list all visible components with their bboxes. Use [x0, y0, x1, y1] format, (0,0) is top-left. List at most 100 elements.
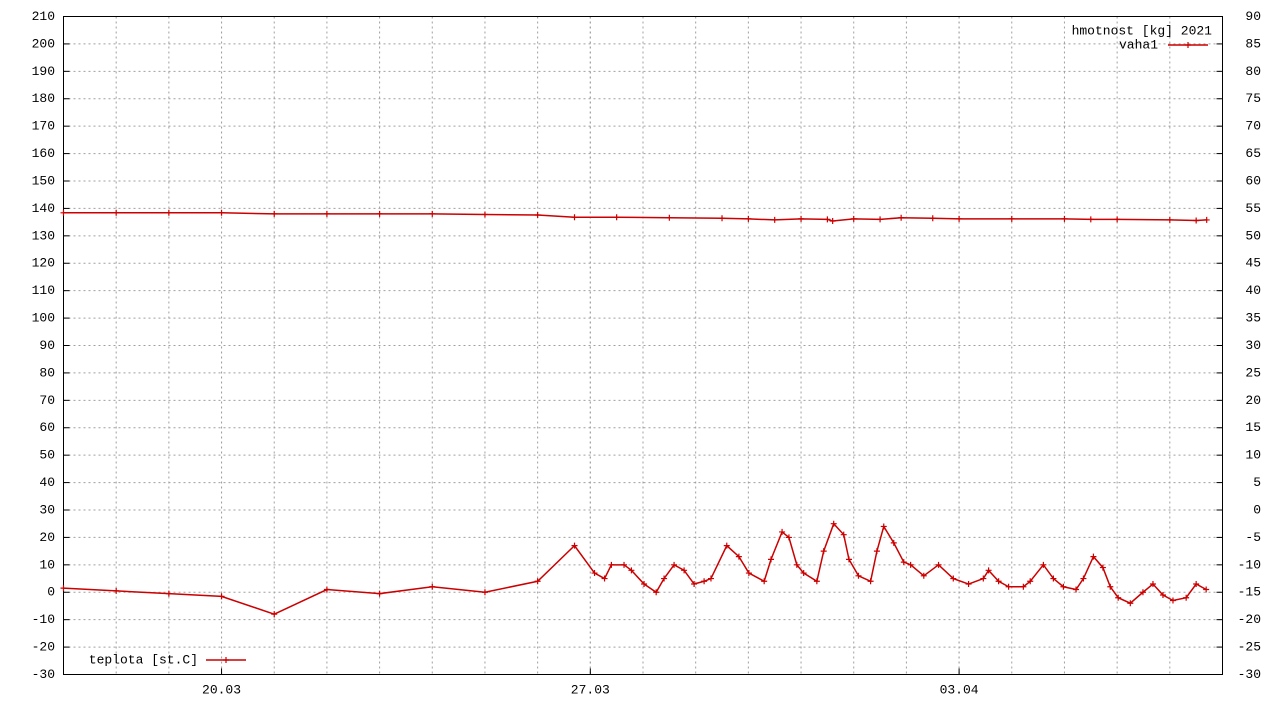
point — [60, 585, 67, 592]
y-tick-label: 150 — [32, 173, 55, 188]
point — [745, 570, 752, 577]
point — [671, 561, 678, 568]
point — [591, 570, 598, 577]
point — [628, 567, 635, 574]
point — [1193, 581, 1200, 588]
y2-tick-label: 80 — [1245, 64, 1261, 79]
point — [1193, 217, 1200, 224]
point — [867, 578, 874, 585]
point — [1127, 600, 1134, 607]
point — [779, 528, 786, 535]
point — [1107, 583, 1114, 590]
point — [1114, 216, 1121, 223]
point — [745, 215, 752, 222]
y2-tick-label: 25 — [1245, 365, 1261, 380]
point — [113, 209, 120, 216]
y2-tick-label: 40 — [1245, 283, 1261, 298]
point — [965, 581, 972, 588]
point — [376, 210, 383, 217]
point — [873, 548, 880, 555]
point — [1005, 583, 1012, 590]
point — [890, 539, 897, 546]
point — [1080, 575, 1087, 582]
point — [1099, 564, 1106, 571]
y-tick-label: 30 — [39, 502, 55, 517]
point — [1020, 583, 1027, 590]
point — [641, 581, 648, 588]
point — [761, 578, 768, 585]
point — [830, 520, 837, 527]
point — [1203, 586, 1210, 593]
point — [165, 590, 172, 597]
point — [701, 578, 708, 585]
y2-tick-label: 10 — [1245, 448, 1261, 463]
y-tick-label: 70 — [39, 393, 55, 408]
y-tick-label: -10 — [32, 612, 55, 627]
y-tick-label: 190 — [32, 64, 55, 79]
point — [661, 575, 668, 582]
point — [768, 556, 775, 563]
y-tick-label: 40 — [39, 475, 55, 490]
y-tick-label: 140 — [32, 201, 55, 216]
y2-tick-label: 35 — [1245, 311, 1261, 326]
point — [785, 534, 792, 541]
y2-tick-label: 60 — [1245, 173, 1261, 188]
y-tick-label: 160 — [32, 146, 55, 161]
point — [218, 593, 225, 600]
y-tick-label: 80 — [39, 365, 55, 380]
point — [920, 572, 927, 579]
y-tick-label: 210 — [32, 9, 55, 24]
point — [218, 209, 225, 216]
x-tick-label: 20.03 — [202, 682, 241, 697]
point — [840, 531, 847, 538]
y-tick-label: 120 — [32, 256, 55, 271]
point — [1087, 216, 1094, 223]
point — [1159, 591, 1166, 598]
y-tick-label: 50 — [39, 448, 55, 463]
point — [429, 583, 436, 590]
point — [571, 214, 578, 221]
point — [613, 214, 620, 221]
point — [323, 210, 330, 217]
legend-label: teplota [st.C] — [89, 652, 198, 667]
y2-tick-label: 5 — [1253, 475, 1261, 490]
point — [723, 542, 730, 549]
point — [1050, 575, 1057, 582]
point — [898, 214, 905, 221]
point — [534, 211, 541, 218]
y-tick-label: 180 — [32, 91, 55, 106]
y2-tick-label: 85 — [1245, 36, 1261, 51]
point — [1027, 578, 1034, 585]
point — [935, 561, 942, 568]
point — [1139, 589, 1146, 596]
point — [481, 589, 488, 596]
y-tick-label: 110 — [32, 283, 55, 298]
y2-tick-label: -30 — [1238, 667, 1261, 682]
legend-marker — [1185, 42, 1191, 48]
point — [608, 561, 615, 568]
point — [855, 572, 862, 579]
y2-tick-label: -20 — [1238, 612, 1261, 627]
point — [1166, 216, 1173, 223]
point — [621, 561, 628, 568]
point — [950, 575, 957, 582]
y2-tick-label: 90 — [1245, 9, 1261, 24]
point — [1183, 594, 1190, 601]
point — [980, 575, 987, 582]
point — [165, 209, 172, 216]
legend-title: hmotnost [kg] 2021 — [1072, 23, 1213, 38]
point — [534, 578, 541, 585]
point — [798, 215, 805, 222]
point — [771, 216, 778, 223]
y-tick-label: 0 — [47, 585, 55, 600]
point — [735, 553, 742, 560]
y-tick-label: 170 — [32, 119, 55, 134]
point — [1090, 553, 1097, 560]
point — [985, 567, 992, 574]
y2-tick-label: 65 — [1245, 146, 1261, 161]
y2-tick-label: 0 — [1253, 502, 1261, 517]
point — [707, 575, 714, 582]
point — [601, 575, 608, 582]
point — [323, 586, 330, 593]
point — [1149, 581, 1156, 588]
